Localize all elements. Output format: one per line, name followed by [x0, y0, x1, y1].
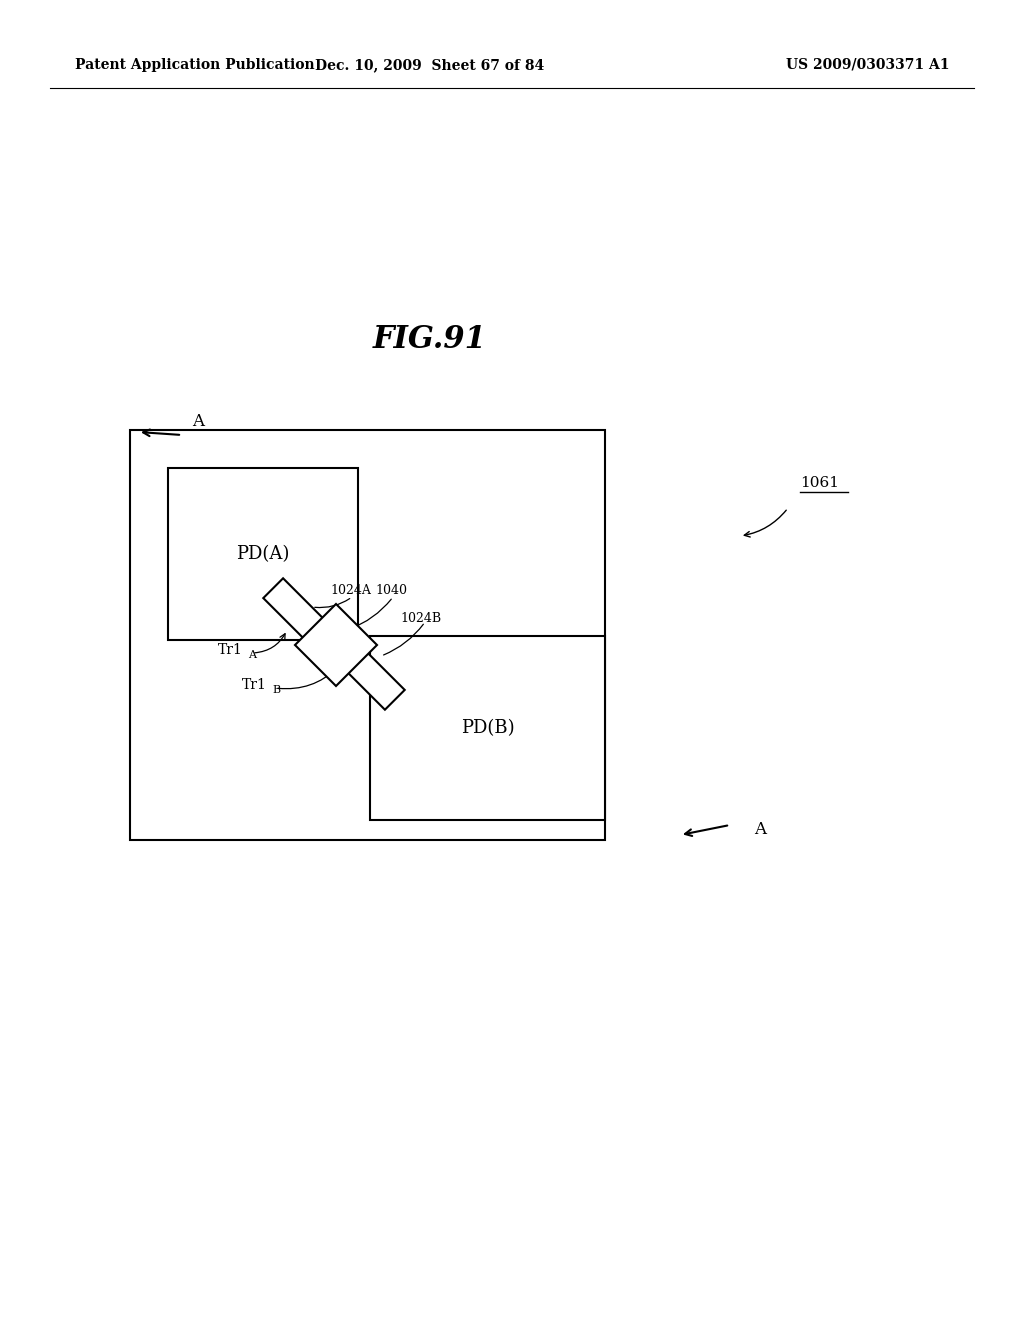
Text: A: A — [754, 821, 766, 838]
Text: PD(B): PD(B) — [461, 719, 514, 737]
Text: 1024B: 1024B — [400, 611, 441, 624]
Text: 1040: 1040 — [375, 583, 407, 597]
Text: A: A — [193, 413, 204, 430]
Polygon shape — [295, 605, 377, 686]
Text: Patent Application Publication: Patent Application Publication — [75, 58, 314, 73]
Text: A: A — [248, 649, 256, 660]
Text: US 2009/0303371 A1: US 2009/0303371 A1 — [786, 58, 950, 73]
Bar — [130, 430, 605, 840]
Text: PD(A): PD(A) — [237, 545, 290, 564]
Text: B: B — [272, 685, 281, 696]
Text: 1024A: 1024A — [330, 583, 371, 597]
Polygon shape — [322, 626, 404, 710]
Bar — [370, 636, 605, 820]
Polygon shape — [263, 578, 347, 661]
Bar — [168, 469, 358, 640]
Text: Dec. 10, 2009  Sheet 67 of 84: Dec. 10, 2009 Sheet 67 of 84 — [315, 58, 545, 73]
Text: Tr1: Tr1 — [242, 678, 267, 692]
Text: Tr1: Tr1 — [218, 643, 243, 657]
Text: FIG.91: FIG.91 — [373, 325, 487, 355]
Text: 1061: 1061 — [800, 477, 839, 490]
